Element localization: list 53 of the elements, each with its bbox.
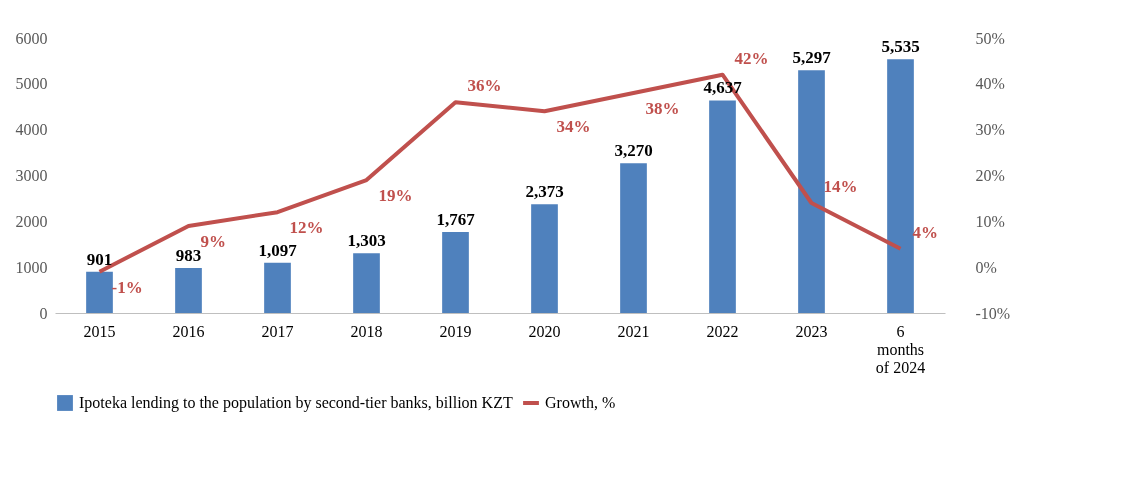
bar	[264, 262, 291, 313]
y-tick-label: 1000	[15, 258, 48, 276]
data-label: 42%	[734, 48, 769, 68]
data-label: 9%	[200, 231, 226, 251]
bar	[887, 59, 914, 313]
y2-tick-label: 0%	[975, 258, 997, 276]
bar	[709, 100, 736, 313]
x-tick-label: 2017	[261, 322, 294, 340]
bar	[175, 267, 202, 313]
y2-tick-label: 40%	[975, 75, 1005, 93]
x-tick-label: 2016	[172, 322, 205, 340]
data-label: 5,297	[792, 48, 832, 68]
bar	[353, 253, 380, 313]
x-tick-label: 2021	[617, 322, 650, 340]
x-tick-label: 2015	[83, 322, 116, 340]
data-label: 38%	[645, 99, 680, 118]
data-label: 14%	[823, 177, 858, 196]
data-label: 1,097	[258, 240, 298, 260]
data-label: 19%	[378, 186, 413, 206]
y2-tick-label: -10%	[975, 304, 1011, 322]
bar	[620, 163, 647, 313]
x-tick-label: 2022	[706, 322, 739, 340]
data-label: 3,270	[614, 141, 653, 161]
data-label: 34%	[556, 117, 591, 137]
data-label: 5,535	[881, 37, 920, 57]
bar	[531, 204, 558, 313]
legend-label: Ipoteka lending to the population by second-tier banks, billion KZT	[79, 394, 513, 412]
data-label: 1,303	[347, 231, 386, 251]
data-label: 12%	[289, 218, 324, 238]
x-tick-label: 2018	[350, 322, 383, 340]
data-label: 983	[175, 245, 202, 265]
data-label: 2,373	[525, 182, 564, 202]
y-tick-label: 6000	[15, 29, 48, 47]
y-tick-label: 5000	[15, 75, 48, 93]
y-tick-label: 2000	[15, 212, 48, 230]
x-tick-label: 6 months of 2024	[875, 322, 926, 376]
y-tick-label: 4000	[15, 121, 48, 139]
y2-tick-label: 30%	[975, 121, 1005, 139]
y-tick-label: 0	[39, 304, 48, 322]
bar	[798, 70, 825, 313]
y2-tick-label: 10%	[975, 212, 1005, 230]
y-tick-label: 3000	[15, 167, 48, 184]
bar	[86, 271, 113, 313]
data-label: 36%	[467, 76, 502, 96]
data-label: 901	[86, 249, 113, 269]
y2-tick-label: 20%	[975, 167, 1005, 184]
legend-label: Growth, %	[545, 394, 616, 411]
y2-tick-label: 50%	[975, 29, 1005, 47]
x-tick-label: 2023	[795, 322, 828, 340]
x-tick-label: 2019	[439, 322, 472, 340]
data-label: 1,767	[436, 210, 476, 230]
bar	[442, 232, 469, 313]
x-tick-label: 2020	[528, 322, 561, 340]
